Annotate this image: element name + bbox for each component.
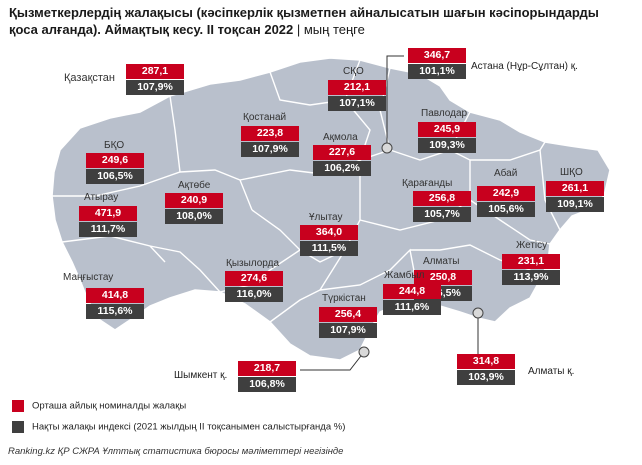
border-turkistan xyxy=(269,249,346,323)
border-west-bko xyxy=(52,185,141,197)
region-label: Алматы xyxy=(423,256,460,267)
legend-index-swatch xyxy=(12,421,24,433)
border-kostanay-west xyxy=(169,95,181,173)
wage-value: 218,7 xyxy=(238,361,296,376)
index-value: 105,6% xyxy=(477,202,535,217)
index-value: 107,9% xyxy=(319,323,377,338)
region-label: Алматы қ. xyxy=(528,366,575,377)
wage-value: 242,9 xyxy=(477,186,535,201)
legend-wage-swatch xyxy=(12,400,24,412)
wage-value: 223,8 xyxy=(241,126,299,141)
index-value: 109,1% xyxy=(546,197,604,212)
index-value: 106,5% xyxy=(86,169,144,184)
index-value: 101,1% xyxy=(408,64,466,79)
index-value: 113,9% xyxy=(502,270,560,285)
index-value: 107,1% xyxy=(328,96,386,111)
index-value: 108,0% xyxy=(165,209,223,224)
index-value: 109,3% xyxy=(418,138,476,153)
region-label: Ақмола xyxy=(323,132,358,143)
index-value: 103,9% xyxy=(457,370,515,385)
legend-wage: Орташа айлық номиналды жалақы xyxy=(12,400,186,412)
shymkent-marker xyxy=(358,346,370,358)
region-label: Түркістан xyxy=(322,293,366,304)
astana-leader-line xyxy=(386,55,404,148)
index-value: 106,2% xyxy=(313,161,371,176)
region-label: Ақтөбе xyxy=(178,180,211,191)
region-label: Қостанай xyxy=(243,112,287,123)
region-label: ШҚО xyxy=(560,167,583,178)
region-label: Қазақстан xyxy=(64,72,115,84)
index-value: 111,6% xyxy=(383,300,441,315)
legend-wage-label: Орташа айлық номиналды жалақы xyxy=(32,400,187,412)
wage-value: 364,0 xyxy=(300,225,358,240)
border-vko xyxy=(539,149,561,231)
legend-index-label: Нақты жалақы индексі (2021 жылдың II тоқ… xyxy=(32,421,346,433)
border-zhambyl xyxy=(319,248,421,303)
wage-value: 249,6 xyxy=(86,153,144,168)
shymkent-leader-line xyxy=(300,351,365,371)
title-text: Қызметкерлердің жалақысы (кәсіпкерлік қы… xyxy=(9,5,599,37)
region-label: Жетісу xyxy=(516,240,548,251)
wage-value: 244,8 xyxy=(383,284,441,299)
source-note: Ranking.kz ҚР СЖРА Ұлттық статистика бюр… xyxy=(8,446,344,457)
almaty-city-marker xyxy=(472,307,484,319)
region-label: Ұлытау xyxy=(309,212,343,223)
region-label: Маңғыстау xyxy=(63,272,114,283)
region-label: Павлодар xyxy=(421,108,468,119)
border-mangystau-aktobe xyxy=(149,245,221,293)
wage-value: 231,1 xyxy=(502,254,560,269)
wage-value: 256,4 xyxy=(319,307,377,322)
astana-marker xyxy=(381,142,393,154)
index-value: 111,7% xyxy=(79,222,137,237)
wage-value: 227,6 xyxy=(313,145,371,160)
region-label: СҚО xyxy=(343,66,364,77)
border-atyrau xyxy=(61,235,166,263)
border-kostanay-aktobe xyxy=(139,169,253,211)
wage-value: 245,9 xyxy=(418,122,476,137)
wage-value: 314,8 xyxy=(457,354,515,369)
wage-value: 346,7 xyxy=(408,48,466,63)
index-value: 106,8% xyxy=(238,377,296,392)
index-value: 107,9% xyxy=(126,80,184,95)
wage-value: 414,8 xyxy=(86,288,144,303)
region-label: Жамбыл xyxy=(384,270,425,281)
region-label: Атырау xyxy=(84,192,119,203)
region-label: Астана (Нұр-Сұлтан) қ. xyxy=(471,61,578,72)
region-label: Абай xyxy=(494,168,518,179)
wage-value: 287,1 xyxy=(126,64,184,79)
wage-value: 256,8 xyxy=(413,191,471,206)
index-value: 116,0% xyxy=(225,287,283,302)
wage-value: 274,6 xyxy=(225,271,283,286)
region-label: Қарағанды xyxy=(402,178,453,189)
wage-value: 261,1 xyxy=(546,181,604,196)
index-value: 107,9% xyxy=(241,142,299,157)
wage-value: 212,1 xyxy=(328,80,386,95)
region-label: Қызылорда xyxy=(226,258,280,269)
index-value: 105,7% xyxy=(413,207,471,222)
region-label: Шымкент қ. xyxy=(174,370,228,381)
index-value: 115,6% xyxy=(86,304,144,319)
index-value: 111,5% xyxy=(300,241,358,256)
wage-value: 240,9 xyxy=(165,193,223,208)
border-abai xyxy=(470,141,546,161)
chart-title: Қызметкерлердің жалақысы (кәсіпкерлік қы… xyxy=(9,4,629,38)
wage-value: 471,9 xyxy=(79,206,137,221)
wage-value: 250,8 xyxy=(414,270,472,285)
region-label: БҚО xyxy=(104,140,125,151)
legend-index: Нақты жалақы индексі (2021 жылдың II тоқ… xyxy=(12,421,345,433)
title-unit: | мың теңге xyxy=(293,22,365,37)
